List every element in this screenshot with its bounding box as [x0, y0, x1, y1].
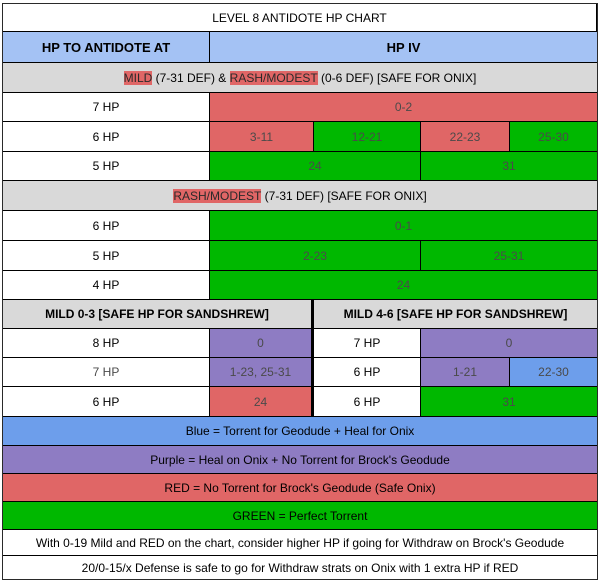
- section-text: (7-31 DEF) [SAFE FOR ONIX]: [261, 188, 427, 203]
- iv-range-cell: 0: [210, 329, 314, 358]
- nature-rash-modest-highlight: RASH/MODEST: [229, 70, 318, 85]
- iv-range-cell: 24: [210, 152, 421, 181]
- header-hp-to-antidote: HP TO ANTIDOTE AT: [3, 32, 210, 63]
- hp-label: 6 HP: [314, 358, 421, 387]
- iv-range-cell: 0-2: [210, 93, 597, 122]
- iv-range-cell: 22-23: [421, 122, 510, 152]
- hp-label: 6 HP: [3, 211, 210, 241]
- legend-red: RED = No Torrent for Brock's Geodude (Sa…: [3, 474, 597, 502]
- hp-label: 5 HP: [3, 152, 210, 181]
- antidote-hp-chart: LEVEL 8 ANTIDOTE HP CHART HP TO ANTIDOTE…: [2, 3, 598, 580]
- section-text-b: (0-6 DEF) [SAFE FOR ONIX]: [317, 70, 477, 85]
- hp-label: 4 HP: [3, 271, 210, 300]
- iv-range-cell: 25-31: [421, 241, 597, 271]
- iv-range-cell: 31: [421, 387, 597, 417]
- iv-range-cell: 1-21: [421, 358, 510, 387]
- iv-range-cell: 0: [421, 329, 597, 358]
- hp-label: 5 HP: [3, 241, 210, 271]
- section-mild-rash-header: MILD (7-31 DEF) & RASH/MODEST (0-6 DEF) …: [3, 63, 597, 93]
- iv-range-cell: 24: [210, 387, 314, 417]
- iv-range-cell: 25-30: [510, 122, 597, 152]
- chart-title: LEVEL 8 ANTIDOTE HP CHART: [3, 4, 597, 32]
- nature-mild-highlight: MILD: [123, 70, 153, 85]
- legend-purple: Purple = Heal on Onix + No Torrent for B…: [3, 446, 597, 474]
- iv-range-cell: 31: [421, 152, 597, 181]
- legend-blue: Blue = Torrent for Geodude + Heal for On…: [3, 417, 597, 446]
- hp-label: 6 HP: [3, 122, 210, 152]
- iv-range-cell: 3-11: [210, 122, 314, 152]
- hp-label: 7 HP: [3, 93, 210, 122]
- nature-rash-modest-highlight: RASH/MODEST: [173, 188, 262, 203]
- note-withdraw-onix: 20/0-15/x Defense is safe to go for With…: [81, 560, 519, 575]
- note-withdraw-geodude: With 0-19 Mild and RED on the chart, con…: [3, 530, 597, 556]
- iv-range-cell: 12-21: [314, 122, 421, 152]
- iv-range-cell: 22-30: [510, 358, 597, 387]
- hp-label: 7 HP: [3, 358, 210, 387]
- hp-label: 6 HP: [3, 387, 210, 417]
- iv-range-cell: 24: [210, 271, 597, 300]
- mild-0-3-header: MILD 0-3 [SAFE HP FOR SANDSHREW]: [3, 300, 314, 329]
- iv-range-cell: 0-1: [210, 211, 597, 241]
- legend-green: GREEN = Perfect Torrent: [3, 502, 597, 530]
- mild-4-6-header: MILD 4-6 [SAFE HP FOR SANDSHREW]: [314, 300, 597, 329]
- section-text-a: (7-31 DEF) &: [152, 70, 230, 85]
- iv-range-cell: 2-23: [210, 241, 421, 271]
- section-rash-modest-header: RASH/MODEST (7-31 DEF) [SAFE FOR ONIX]: [3, 181, 597, 211]
- header-hp-iv: HP IV: [210, 32, 597, 63]
- hp-label: 7 HP: [314, 329, 421, 358]
- iv-range-cell: 1-23, 25-31: [210, 358, 314, 387]
- hp-label: 8 HP: [3, 329, 210, 358]
- hp-label: 6 HP: [314, 387, 421, 417]
